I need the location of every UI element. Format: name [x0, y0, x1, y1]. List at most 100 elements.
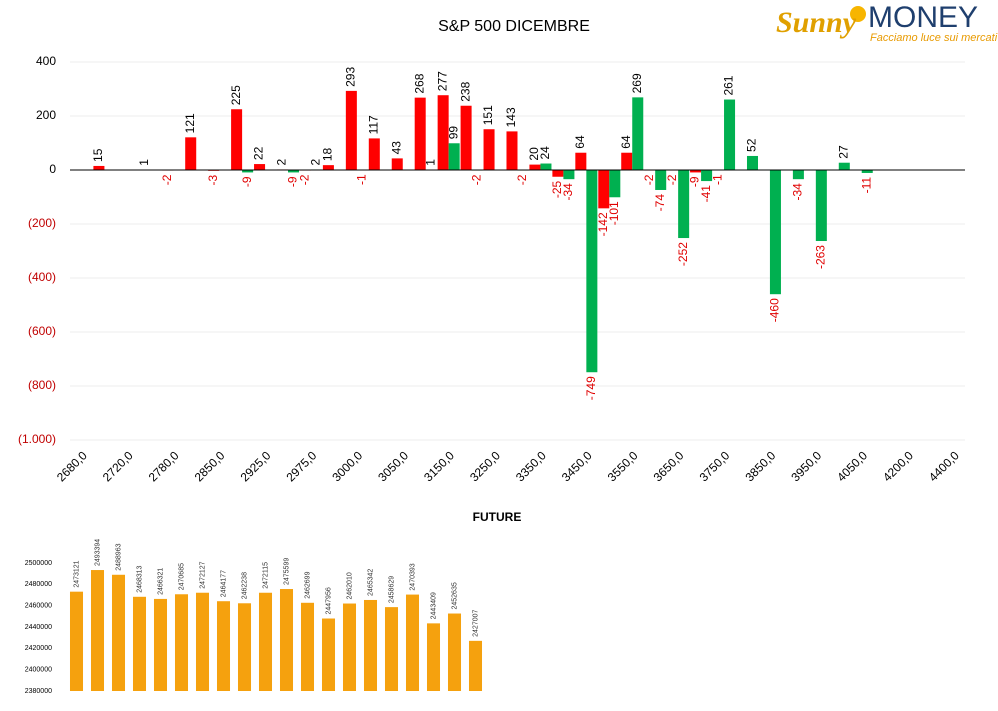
x-tick-label: 2680,0: [54, 448, 90, 484]
data-label: 261: [722, 75, 736, 95]
bar: [368, 138, 380, 170]
data-label: 2472115: [262, 562, 269, 589]
bar: [563, 170, 575, 180]
data-label: -142: [596, 212, 610, 236]
data-label: -9: [240, 176, 254, 187]
data-label: 1: [137, 159, 151, 166]
data-label: -2: [665, 174, 679, 185]
bar: [237, 603, 252, 691]
data-label: 18: [321, 147, 335, 161]
logo: Sunny MONEY Facciamo luce sui mercati: [776, 1, 998, 44]
data-label: 2493394: [94, 539, 101, 566]
data-label: 2427007: [472, 610, 479, 637]
y-tick-label: 2480000: [25, 581, 52, 588]
data-label: 238: [458, 81, 472, 101]
data-label: 22: [252, 146, 266, 160]
x-tick-label: 2850,0: [192, 448, 228, 484]
y-tick-label: 2460000: [25, 603, 52, 610]
data-label: 151: [481, 105, 495, 125]
data-label: 2: [275, 158, 289, 165]
data-label: 1: [423, 159, 437, 166]
bar: [678, 170, 690, 239]
bar: [258, 592, 273, 691]
data-label: 2472127: [199, 561, 206, 588]
bar: [342, 603, 357, 691]
data-label: 24: [538, 146, 552, 160]
bar: [93, 165, 105, 170]
bar: [586, 170, 598, 373]
data-label: 2462010: [346, 572, 353, 599]
bar: [322, 165, 334, 170]
data-label: 277: [435, 71, 449, 91]
data-label: -3: [206, 174, 220, 185]
data-label: -101: [607, 201, 621, 225]
bar: [838, 162, 850, 170]
bar: [363, 599, 378, 691]
logo-brand: Sunny: [776, 6, 857, 39]
bar: [195, 592, 210, 691]
x-tick-label: 4400,0: [926, 448, 962, 484]
bar: [153, 598, 168, 691]
x-tick-label: 3150,0: [421, 448, 457, 484]
data-label: -74: [653, 194, 667, 212]
y-tick-label: 2420000: [25, 645, 52, 652]
data-label: -25: [550, 180, 564, 198]
x-tick-label: 3550,0: [605, 448, 641, 484]
bar: [598, 170, 610, 209]
bar: [448, 143, 460, 170]
bar: [655, 170, 667, 190]
data-label: -2: [469, 174, 483, 185]
y-tick-label: 2400000: [25, 667, 52, 674]
bar: [861, 170, 873, 173]
x-tick-label: 3250,0: [467, 448, 503, 484]
bar: [185, 137, 197, 170]
data-label: -34: [561, 183, 575, 201]
bar: [690, 170, 702, 173]
bar: [132, 596, 147, 691]
bar: [384, 607, 399, 691]
data-label: 268: [412, 73, 426, 93]
bar: [468, 640, 483, 691]
bar: [321, 618, 336, 691]
data-label: 15: [91, 148, 105, 162]
data-label: 2458629: [388, 576, 395, 603]
y-tick-label: 2380000: [25, 688, 52, 695]
data-label: 143: [504, 107, 518, 127]
x-tick-label: 3050,0: [375, 448, 411, 484]
data-label: 2470393: [409, 563, 416, 590]
bar: [447, 613, 462, 691]
data-label: 99: [446, 126, 460, 140]
data-label: -2: [515, 174, 529, 185]
y-tick-label: (1.000): [18, 432, 56, 446]
bar: [621, 152, 633, 170]
bar: [279, 589, 294, 691]
logo-sun: [850, 6, 866, 22]
bar: [437, 95, 449, 170]
bar: [529, 164, 541, 170]
bar: [174, 594, 189, 691]
logo-name: MONEY: [868, 1, 978, 34]
bar: [483, 129, 495, 170]
data-label: 269: [630, 73, 644, 93]
data-label: 225: [229, 85, 243, 105]
data-label: 52: [745, 138, 759, 152]
data-label: -460: [768, 298, 782, 322]
bar: [90, 570, 105, 691]
data-label: -9: [688, 176, 702, 187]
y-tick-label: 0: [49, 162, 56, 176]
bar: [111, 574, 126, 691]
data-label: 2447956: [325, 587, 332, 614]
bar: [345, 90, 357, 170]
data-label: 2475599: [283, 558, 290, 585]
bar: [460, 105, 472, 170]
data-label: 2: [309, 158, 323, 165]
data-label: -749: [584, 376, 598, 400]
data-label: 2465342: [367, 569, 374, 596]
bar: [216, 601, 231, 691]
data-label: -1: [711, 174, 725, 185]
bar: [609, 170, 621, 198]
y-tick-label: (400): [28, 270, 56, 284]
x-tick-label: 2975,0: [283, 448, 319, 484]
bar: [242, 170, 254, 173]
